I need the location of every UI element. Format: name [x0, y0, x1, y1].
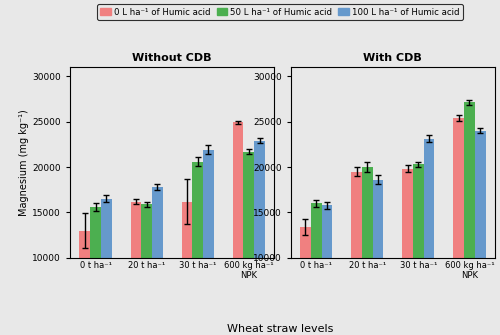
Bar	[192, 161, 203, 335]
Bar	[475, 131, 486, 335]
Bar	[424, 139, 434, 335]
Bar	[413, 164, 424, 335]
Bar	[80, 231, 90, 335]
Bar	[322, 205, 332, 335]
Bar	[152, 187, 162, 335]
Y-axis label: Magnesium (mg kg⁻¹): Magnesium (mg kg⁻¹)	[20, 109, 30, 216]
Text: Wheat straw levels: Wheat straw levels	[227, 324, 333, 334]
Bar	[244, 151, 254, 335]
Title: Without CDB: Without CDB	[132, 54, 212, 63]
Bar	[362, 167, 372, 335]
Bar	[402, 169, 413, 335]
Legend: 0 L ha⁻¹ of Humic acid, 50 L ha⁻¹ of Humic acid, 100 L ha⁻¹ of Humic acid: 0 L ha⁻¹ of Humic acid, 50 L ha⁻¹ of Hum…	[97, 4, 463, 20]
Bar	[454, 118, 464, 335]
Bar	[90, 207, 101, 335]
Bar	[130, 202, 141, 335]
Bar	[142, 204, 152, 335]
Title: With CDB: With CDB	[364, 54, 422, 63]
Bar	[232, 123, 243, 335]
Bar	[101, 199, 112, 335]
Bar	[372, 180, 384, 335]
Bar	[182, 202, 192, 335]
Bar	[464, 103, 475, 335]
Bar	[351, 172, 362, 335]
Bar	[311, 203, 322, 335]
Bar	[203, 150, 214, 335]
Bar	[300, 227, 311, 335]
Bar	[254, 141, 265, 335]
